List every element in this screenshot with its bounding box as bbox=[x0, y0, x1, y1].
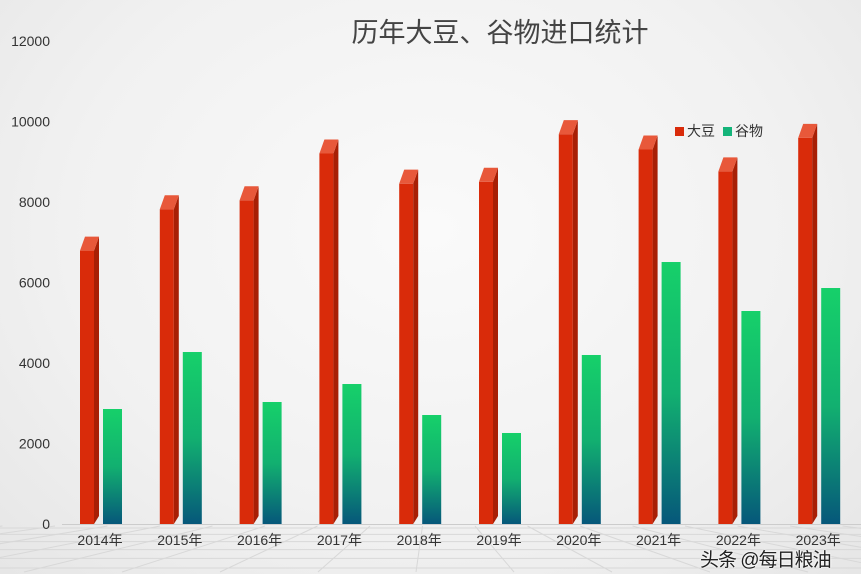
floor-grid-line bbox=[23, 525, 213, 573]
soybean-bar bbox=[399, 183, 414, 524]
y-tick-label: 12000 bbox=[11, 33, 50, 49]
floor-grid-line bbox=[842, 525, 861, 529]
x-tick-label: 2019年 bbox=[476, 532, 521, 548]
floor-grid-line bbox=[737, 525, 861, 548]
x-tick-label: 2020年 bbox=[556, 532, 601, 548]
soybean-bar-top bbox=[638, 135, 658, 150]
chart-title: 历年大豆、谷物进口统计 bbox=[352, 18, 649, 48]
grain-bar bbox=[502, 432, 521, 524]
soybean-bar bbox=[239, 200, 254, 524]
grain-bar bbox=[182, 352, 202, 524]
x-tick-label: 2015年 bbox=[157, 532, 202, 548]
soybean-bar bbox=[159, 209, 174, 524]
y-tick-label: 4000 bbox=[19, 355, 50, 371]
soybean-bar-top bbox=[319, 139, 339, 154]
y-tick-label: 8000 bbox=[19, 194, 50, 210]
x-tick-label: 2014年 bbox=[77, 532, 122, 548]
floor-grid-line bbox=[474, 525, 515, 573]
soybean-bar-side bbox=[333, 139, 339, 524]
soybean-bar bbox=[80, 250, 94, 525]
y-tick-label: 10000 bbox=[11, 114, 50, 130]
floor-grid-line bbox=[0, 525, 3, 527]
grain-bar bbox=[262, 402, 282, 524]
soybean-bar-top bbox=[239, 186, 259, 201]
floor-grid-line bbox=[415, 525, 423, 573]
floor-grid-line bbox=[0, 525, 56, 535]
floor-grid-line bbox=[0, 525, 161, 558]
floor-grid-line bbox=[579, 525, 711, 573]
grain-bar bbox=[103, 409, 122, 524]
soybean-bar-side bbox=[94, 236, 99, 525]
grain-bar bbox=[342, 384, 362, 524]
floor-grid-line bbox=[632, 525, 809, 573]
soybean-bar-side bbox=[652, 135, 658, 524]
soybean-bar-side bbox=[572, 120, 578, 524]
grain-bar bbox=[422, 415, 442, 524]
x-tick-label: 2023年 bbox=[796, 532, 841, 548]
x-tick-label: 2021年 bbox=[636, 532, 681, 548]
legend-swatch bbox=[675, 127, 684, 136]
soybean-bar-side bbox=[493, 167, 498, 524]
soybean-bar bbox=[638, 149, 653, 524]
floor-grid-line bbox=[219, 525, 318, 573]
x-tick-label: 2022年 bbox=[716, 532, 761, 548]
y-tick-label: 0 bbox=[42, 516, 50, 532]
soybean-bar-side bbox=[253, 186, 259, 524]
soybean-bar bbox=[718, 171, 733, 524]
soybean-bar-side bbox=[812, 123, 818, 524]
y-tick-label: 2000 bbox=[19, 436, 50, 452]
soybean-bar-top bbox=[798, 123, 818, 138]
floor-grid-line bbox=[684, 525, 861, 564]
soybean-bar bbox=[798, 137, 813, 524]
soybean-bar-top bbox=[718, 157, 738, 172]
soybean-bar bbox=[479, 181, 493, 524]
grain-bar bbox=[821, 288, 841, 524]
floor-grid-line bbox=[527, 525, 613, 573]
soybean-bar-side bbox=[732, 157, 738, 524]
legend-label: 大豆 bbox=[687, 123, 715, 139]
floor-grid-line bbox=[0, 525, 108, 545]
x-tick-label: 2017年 bbox=[317, 532, 362, 548]
floor-grid-line bbox=[789, 525, 861, 537]
x-tick-label: 2018年 bbox=[397, 532, 442, 548]
legend: 大豆 谷物 bbox=[675, 123, 763, 139]
floor-grid-line bbox=[121, 525, 266, 573]
soybean-bar-side bbox=[173, 195, 179, 524]
soybean-bar-top bbox=[558, 120, 578, 135]
grain-bar bbox=[741, 310, 761, 524]
soybean-bar-top bbox=[399, 169, 419, 184]
soybean-bar-side bbox=[413, 169, 419, 524]
soybean-bar bbox=[319, 153, 334, 524]
y-tick-label: 6000 bbox=[19, 275, 50, 291]
legend-label: 谷物 bbox=[735, 123, 763, 139]
floor-grid-line bbox=[317, 525, 371, 573]
grain-bar bbox=[581, 354, 601, 524]
legend-swatch bbox=[723, 127, 732, 136]
soybean-bar-top bbox=[159, 195, 179, 210]
watermark: 头条 @每日粮油 bbox=[700, 550, 832, 571]
x-tick-label: 2016年 bbox=[237, 532, 282, 548]
soybean-bar-top bbox=[80, 236, 99, 251]
grain-bar bbox=[661, 262, 681, 524]
soybean-bar-top bbox=[479, 167, 498, 182]
soybean-bar bbox=[558, 134, 573, 524]
